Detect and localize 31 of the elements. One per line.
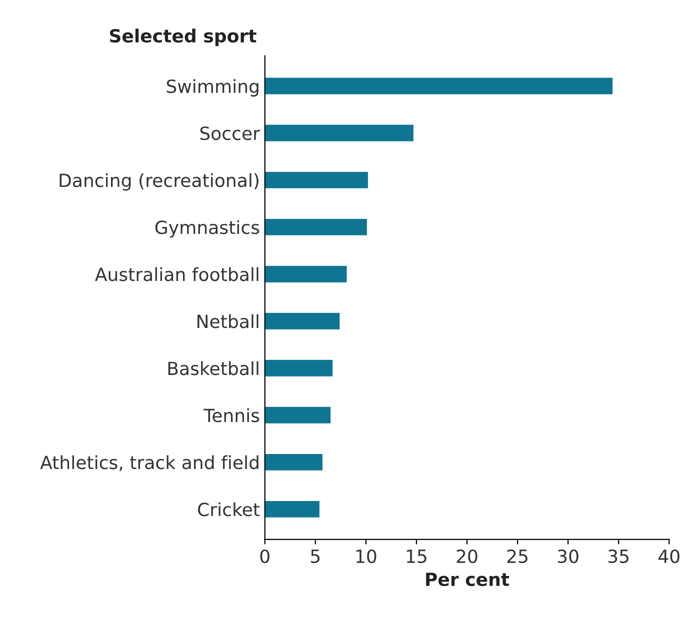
bar bbox=[264, 78, 613, 94]
x-tick-label: 30 bbox=[558, 549, 578, 564]
y-tick-label: Soccer bbox=[200, 126, 260, 140]
x-tick-label: 40 bbox=[658, 549, 680, 564]
y-tick-label: Australian football bbox=[95, 267, 258, 282]
x-tick-label: 20 bbox=[456, 549, 478, 564]
y-tick-label: Athletics, track and field bbox=[40, 455, 258, 472]
bar bbox=[264, 266, 347, 282]
y-axis-title: Selected sport bbox=[110, 28, 256, 46]
bar bbox=[264, 312, 340, 330]
y-tick-label: Tennis bbox=[204, 408, 260, 422]
x-tick-label: 25 bbox=[507, 549, 528, 564]
y-tick-label: Swimming bbox=[166, 79, 258, 97]
x-tick-label: 5 bbox=[311, 550, 320, 564]
x-tick-label: 10 bbox=[356, 549, 376, 564]
bar bbox=[264, 360, 333, 376]
x-tick-label: 35 bbox=[608, 549, 628, 564]
y-tick-label: Basketball bbox=[168, 361, 258, 376]
bar bbox=[264, 124, 414, 142]
y-tick-label: Dancing (recreational) bbox=[60, 173, 258, 191]
bar bbox=[264, 172, 368, 188]
bar bbox=[264, 500, 320, 518]
y-tick-label: Netball bbox=[198, 314, 258, 328]
x-tick-label: 15 bbox=[406, 550, 426, 564]
x-axis-title: Per cent bbox=[426, 572, 510, 586]
y-tick-label: Gymnastics bbox=[155, 220, 260, 238]
bar bbox=[264, 218, 367, 236]
x-tick-label: 0 bbox=[260, 549, 270, 564]
y-tick-label: Cricket bbox=[198, 502, 260, 516]
bar bbox=[264, 406, 331, 424]
bar bbox=[264, 454, 322, 470]
